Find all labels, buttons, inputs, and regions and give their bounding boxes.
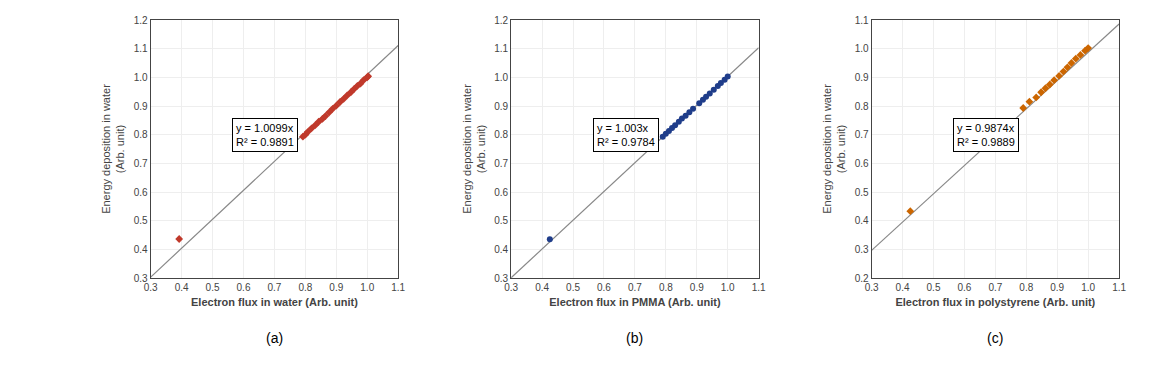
svg-text:0.5: 0.5 [134, 215, 148, 226]
svg-text:1.1: 1.1 [134, 43, 148, 54]
svg-text:0.7: 0.7 [494, 158, 508, 169]
svg-text:0.9: 0.9 [494, 101, 508, 112]
svg-text:0.8: 0.8 [659, 282, 673, 293]
svg-text:0.4: 0.4 [175, 282, 189, 293]
svg-text:0.2: 0.2 [855, 273, 869, 284]
svg-text:Electron flux in polystyrene (: Electron flux in polystyrene (Arb. unit) [895, 296, 1095, 308]
svg-text:1.2: 1.2 [134, 15, 148, 26]
svg-text:0.8: 0.8 [855, 101, 869, 112]
svg-text:1.1: 1.1 [391, 282, 405, 293]
svg-text:0.4: 0.4 [535, 282, 549, 293]
svg-text:1.1: 1.1 [855, 15, 869, 26]
svg-text:0.9: 0.9 [134, 101, 148, 112]
svg-text:(c): (c) [987, 330, 1003, 346]
svg-text:Electron flux in water (Arb. u: Electron flux in water (Arb. unit) [191, 296, 358, 308]
svg-text:0.6: 0.6 [597, 282, 611, 293]
svg-text:1.0: 1.0 [855, 43, 869, 54]
svg-text:0.3: 0.3 [144, 282, 158, 293]
svg-text:0.8: 0.8 [1019, 282, 1033, 293]
svg-text:0.7: 0.7 [988, 282, 1002, 293]
svg-text:0.7: 0.7 [267, 282, 281, 293]
svg-text:0.7: 0.7 [855, 129, 869, 140]
svg-text:0.9: 0.9 [1050, 282, 1064, 293]
svg-text:Energy deposition in water(Arb: Energy deposition in water(Arb. unit) [821, 84, 847, 214]
svg-text:0.3: 0.3 [134, 273, 148, 284]
svg-text:1.0: 1.0 [1081, 282, 1095, 293]
svg-text:(b): (b) [626, 330, 643, 346]
svg-text:0.5: 0.5 [494, 215, 508, 226]
svg-text:0.9: 0.9 [329, 282, 343, 293]
svg-text:1.1: 1.1 [1112, 282, 1126, 293]
svg-text:0.5: 0.5 [566, 282, 580, 293]
svg-text:0.3: 0.3 [504, 282, 518, 293]
svg-text:y = 0.9874xR² = 0.9889: y = 0.9874xR² = 0.9889 [957, 122, 1015, 148]
svg-text:1.1: 1.1 [494, 43, 508, 54]
svg-text:0.8: 0.8 [134, 129, 148, 140]
svg-text:Energy deposition in water(Arb: Energy deposition in water(Arb. unit) [461, 84, 487, 214]
svg-text:0.5: 0.5 [855, 187, 869, 198]
svg-text:0.6: 0.6 [134, 187, 148, 198]
svg-text:1.0: 1.0 [494, 72, 508, 83]
svg-text:0.5: 0.5 [206, 282, 220, 293]
svg-text:Electron flux in PMMA (Arb. un: Electron flux in PMMA (Arb. unit) [549, 296, 721, 308]
svg-text:1.0: 1.0 [721, 282, 735, 293]
svg-text:0.7: 0.7 [134, 158, 148, 169]
svg-text:0.3: 0.3 [865, 282, 879, 293]
svg-text:0.7: 0.7 [628, 282, 642, 293]
svg-text:1.0: 1.0 [360, 282, 374, 293]
svg-text:1.0: 1.0 [134, 72, 148, 83]
svg-text:0.5: 0.5 [927, 282, 941, 293]
svg-text:0.4: 0.4 [494, 244, 508, 255]
svg-text:y = 1.003xR² = 0.9784: y = 1.003xR² = 0.9784 [597, 122, 655, 148]
svg-text:0.6: 0.6 [237, 282, 251, 293]
svg-text:0.9: 0.9 [690, 282, 704, 293]
svg-text:0.4: 0.4 [855, 215, 869, 226]
svg-text:Energy deposition in water(Arb: Energy deposition in water(Arb. unit) [100, 84, 126, 214]
svg-text:y = 1.0099xR² = 0.9891: y = 1.0099xR² = 0.9891 [236, 122, 294, 148]
svg-text:0.6: 0.6 [494, 187, 508, 198]
svg-text:1.1: 1.1 [752, 282, 766, 293]
svg-text:0.6: 0.6 [957, 282, 971, 293]
svg-text:0.8: 0.8 [494, 129, 508, 140]
svg-text:0.4: 0.4 [134, 244, 148, 255]
svg-text:0.3: 0.3 [494, 273, 508, 284]
svg-text:0.8: 0.8 [298, 282, 312, 293]
svg-text:0.9: 0.9 [855, 72, 869, 83]
svg-text:0.6: 0.6 [855, 158, 869, 169]
svg-text:1.2: 1.2 [494, 15, 508, 26]
svg-text:0.3: 0.3 [855, 244, 869, 255]
svg-text:(a): (a) [266, 330, 283, 346]
svg-text:0.4: 0.4 [896, 282, 910, 293]
